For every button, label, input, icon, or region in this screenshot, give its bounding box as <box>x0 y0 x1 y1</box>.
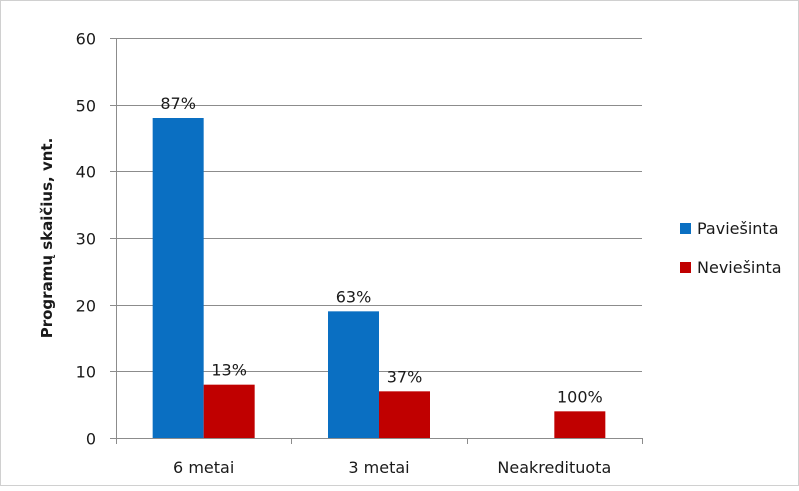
bar-neviesinta <box>203 384 255 438</box>
data-label: 63% <box>336 287 372 306</box>
y-tick-label: 0 <box>86 430 96 449</box>
x-tick-label: 6 metai <box>173 458 234 477</box>
data-label: 13% <box>211 361 247 380</box>
x-tick-label: Neakredituota <box>497 458 611 477</box>
y-tick-label: 40 <box>76 163 96 182</box>
bar-neviesinta <box>554 411 606 438</box>
data-labels: 87% 13% 63% 37% 100% <box>160 94 602 406</box>
bar-neviesinta <box>379 391 430 438</box>
legend-label: Paviešinta <box>697 219 779 238</box>
bar-paviesinta <box>328 311 379 438</box>
data-label: 87% <box>160 94 196 113</box>
y-tick-label: 10 <box>76 363 96 382</box>
y-tick-label: 20 <box>76 297 96 316</box>
legend-swatch <box>680 223 691 234</box>
y-axis-label: Programų skaičius, vnt. <box>38 138 56 339</box>
y-tick-label: 60 <box>76 30 96 49</box>
y-tick-label: 50 <box>76 97 96 116</box>
bars <box>152 118 606 438</box>
axes: 0 10 20 30 40 50 60 6 metai 3 metai Neakredituota <box>76 30 643 477</box>
legend-label: Neviešinta <box>697 258 782 277</box>
y-tick-label: 30 <box>76 230 96 249</box>
x-tick-label: 3 metai <box>348 458 409 477</box>
legend-swatch <box>680 262 691 273</box>
data-label: 37% <box>387 367 423 386</box>
data-label: 100% <box>557 387 603 406</box>
legend: Paviešinta Neviešinta <box>680 219 782 277</box>
bar-paviesinta <box>152 118 204 438</box>
